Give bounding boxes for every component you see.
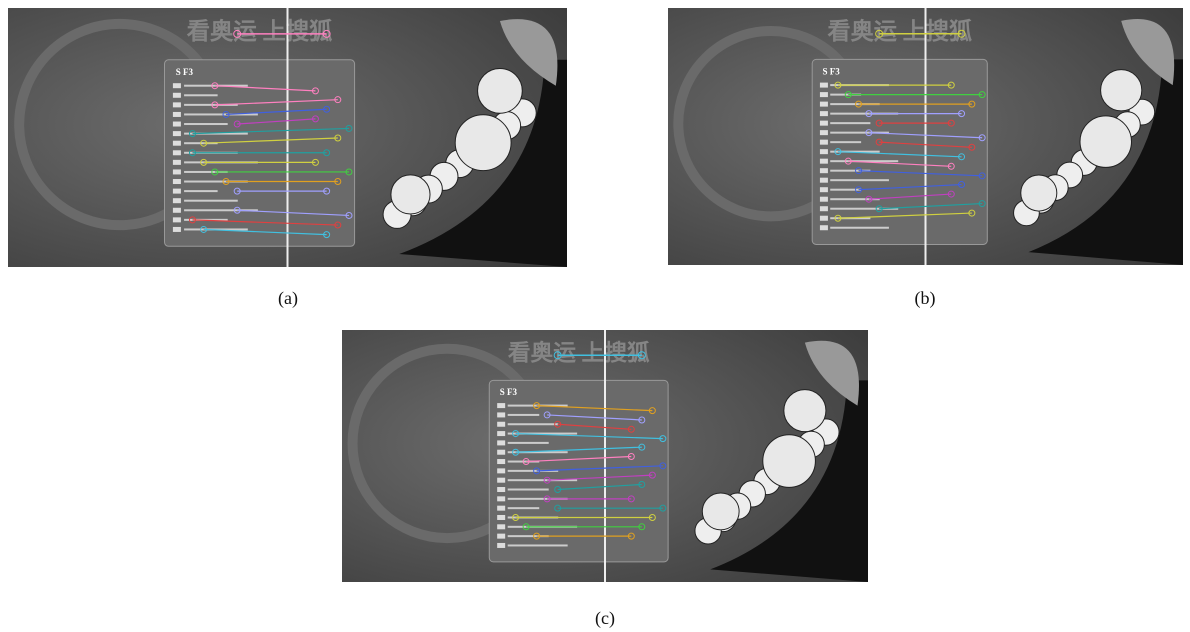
menu-icon: [820, 159, 828, 164]
menu-text: [184, 200, 238, 202]
menu-icon: [820, 92, 828, 97]
decor: [1021, 175, 1057, 211]
menu-text: [830, 227, 889, 229]
decor: [763, 435, 816, 488]
menu-icon: [173, 112, 181, 117]
menu-icon: [497, 506, 505, 511]
panel-label: (b): [915, 288, 936, 309]
menu-text: [830, 141, 861, 143]
menu-icon: [173, 141, 181, 146]
banner-text: 看奥运 上搜狐: [187, 17, 333, 45]
menu-title: S F3: [823, 66, 841, 76]
menu-icon: [497, 487, 505, 492]
menu-text: [184, 190, 218, 192]
menu-text: [830, 189, 861, 191]
menu-text: [830, 179, 889, 181]
decor: [391, 175, 430, 214]
panel-image: 看奥运 上搜狐 S F3: [8, 8, 567, 267]
menu-icon: [173, 169, 181, 174]
menu-icon: [173, 198, 181, 203]
menu-icon: [173, 179, 181, 184]
banner-text: 看奥运 上搜狐: [827, 18, 972, 45]
menu-icon: [820, 102, 828, 107]
menu-text: [184, 123, 228, 125]
panel-image: 看奥运 上搜狐 S F3: [342, 330, 868, 582]
banner-text: 看奥运 上搜狐: [508, 339, 650, 365]
menu-icon: [820, 168, 828, 173]
menu-icon: [173, 93, 181, 98]
menu-icon: [173, 217, 181, 222]
menu-icon: [820, 111, 828, 116]
panel-image: 看奥运 上搜狐 S F3: [668, 8, 1183, 265]
figure: (a) (b) (c) 看奥运 上搜狐S F3看奥运 上搜狐S F3看奥运 上搜…: [0, 0, 1190, 632]
menu-icon: [497, 515, 505, 520]
menu-icon: [173, 83, 181, 88]
menu-icon: [497, 450, 505, 455]
menu-icon: [497, 459, 505, 464]
menu-icon: [497, 468, 505, 473]
menu-icon: [820, 140, 828, 145]
menu-icon: [820, 216, 828, 221]
menu-icon: [173, 160, 181, 165]
menu-icon: [820, 225, 828, 230]
panel-label: (a): [278, 288, 298, 309]
menu-icon: [173, 208, 181, 213]
menu-icon: [820, 206, 828, 211]
menu-text: [508, 423, 558, 425]
menu-icon: [497, 440, 505, 445]
menu-icon: [497, 412, 505, 417]
menu-icon: [497, 534, 505, 539]
menu-icon: [173, 131, 181, 136]
menu-text: [184, 94, 218, 96]
decor: [702, 493, 739, 530]
menu-icon: [820, 178, 828, 183]
menu-icon: [497, 524, 505, 529]
menu-icon: [173, 102, 181, 107]
menu-text: [830, 122, 870, 124]
decor: [1080, 116, 1132, 168]
decor: [784, 390, 826, 432]
decor: [1101, 70, 1142, 111]
menu-text: [508, 544, 568, 546]
decor: [455, 115, 511, 171]
menu-icon: [820, 83, 828, 88]
menu-icon: [820, 121, 828, 126]
menu-title: S F3: [500, 387, 518, 397]
menu-icon: [497, 431, 505, 436]
menu-icon: [173, 122, 181, 127]
decor: [478, 69, 523, 114]
menu-icon: [497, 422, 505, 427]
menu-icon: [820, 149, 828, 154]
menu-icon: [497, 478, 505, 483]
panel-label: (c): [595, 608, 615, 629]
menu-icon: [497, 496, 505, 501]
menu-icon: [497, 403, 505, 408]
menu-icon: [173, 150, 181, 155]
menu-text: [508, 489, 549, 491]
menu-title: S F3: [176, 67, 194, 77]
menu-icon: [173, 227, 181, 232]
menu-text: [508, 414, 540, 416]
menu-icon: [820, 187, 828, 192]
menu-icon: [497, 543, 505, 548]
menu-text: [508, 442, 549, 444]
menu-text: [508, 507, 540, 509]
menu-icon: [820, 130, 828, 135]
menu-icon: [173, 189, 181, 194]
menu-icon: [820, 197, 828, 202]
